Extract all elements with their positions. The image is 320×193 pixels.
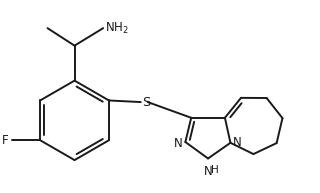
Text: N: N [233, 136, 242, 149]
Text: N: N [174, 137, 183, 150]
Text: S: S [142, 96, 151, 109]
Text: NH$_2$: NH$_2$ [105, 21, 129, 36]
Text: H: H [211, 165, 219, 175]
Text: F: F [2, 134, 9, 147]
Text: N: N [204, 165, 212, 179]
